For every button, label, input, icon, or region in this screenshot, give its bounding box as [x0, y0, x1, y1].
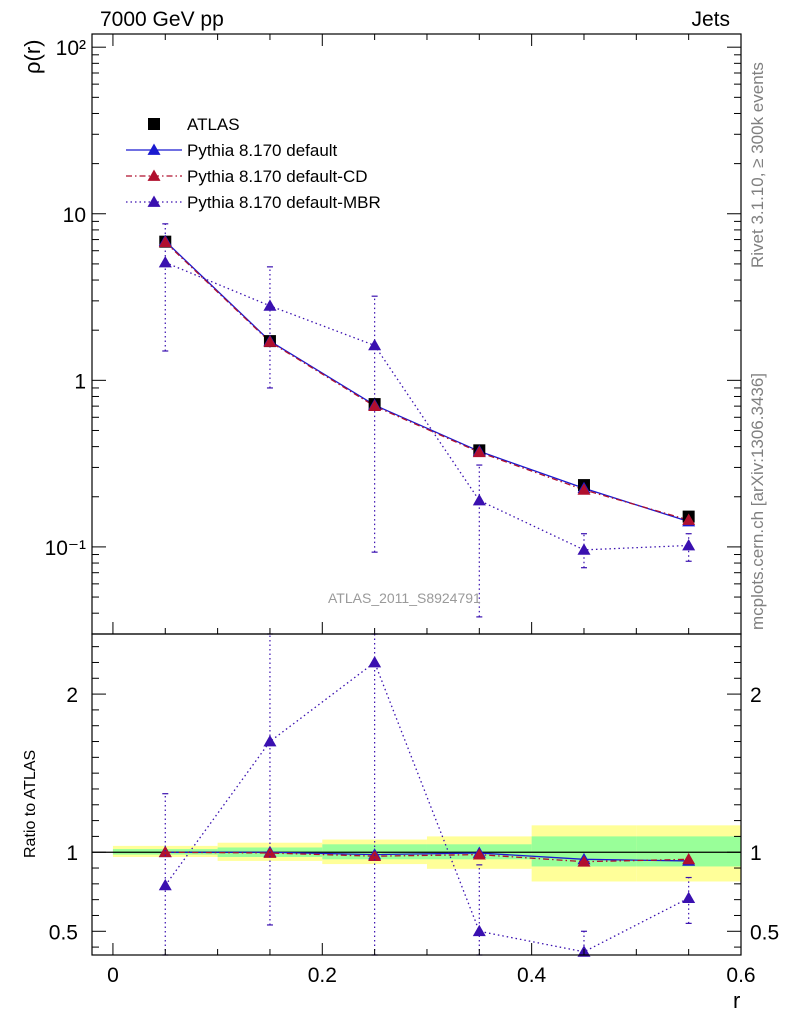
main-y-tick-label: 10⁻¹ [45, 537, 86, 560]
x-tick-label: 0.2 [308, 964, 337, 987]
ratio-series-line [165, 851, 689, 863]
energy-label: 7000 GeV pp [100, 8, 224, 31]
main-y-tick-label: 1 [74, 370, 86, 393]
main-series-line [164, 240, 689, 523]
main-y-tick-label: 10 [63, 204, 86, 227]
main-series-point [682, 538, 696, 551]
main-series-point [263, 299, 277, 311]
main-series-point [158, 235, 172, 248]
legend-label: Pythia 8.170 default [187, 141, 338, 160]
legend-marker [147, 195, 161, 207]
ratio-y-tick-label-left: 0.5 [49, 921, 78, 944]
main-series-point [263, 335, 277, 347]
main-series-point [472, 445, 486, 458]
ratio-series-point [472, 848, 486, 860]
legend-label: Pythia 8.170 default-CD [187, 167, 368, 186]
main-series-point [472, 493, 486, 506]
main-series-point [158, 255, 172, 268]
ratio-series-line [164, 661, 689, 953]
x-tick-label: 0 [107, 964, 119, 987]
rivet-side-label: Rivet 3.1.10, ≥ 300k events [748, 62, 767, 268]
main-series-line [164, 241, 689, 521]
ratio-y-tick-label-left: 2 [66, 684, 78, 707]
main-y-tick-label: 10² [56, 37, 86, 60]
ratio-series-point [682, 852, 696, 865]
legend-label: ATLAS [187, 115, 240, 134]
ratio-series-point [158, 878, 172, 891]
ratio-series-point [472, 924, 486, 937]
x-tick-label: 0.4 [517, 964, 547, 987]
process-label: Jets [691, 8, 730, 31]
ratio-series-point [577, 855, 591, 867]
main-series-point [682, 513, 696, 525]
main-series-point [577, 543, 591, 555]
ratio-series-point [682, 891, 696, 903]
ratio-y-tick-label-right: 0.5 [750, 921, 779, 944]
ratio-series-line [165, 851, 689, 862]
legend-label: Pythia 8.170 default-MBR [187, 193, 381, 212]
x-tick-label: 0.6 [726, 964, 755, 987]
main-y-axis-label: ρ(r) [20, 39, 45, 75]
main-series-line [165, 261, 689, 551]
ratio-y-axis-label: Ratio to ATLAS [22, 749, 39, 858]
main-series-point [577, 483, 591, 495]
main-series-point [368, 338, 382, 351]
main-series-point [368, 399, 382, 412]
ratio-y-tick-label-right: 2 [750, 684, 762, 707]
legend-marker-atlas [148, 118, 160, 130]
ratio-panel-frame [91, 633, 742, 956]
ratio-series-point [368, 655, 382, 668]
ratio-y-tick-label-right: 1 [750, 842, 762, 865]
ratio-y-tick-label-left: 1 [66, 842, 78, 865]
legend-marker [147, 143, 161, 155]
legend-marker [147, 169, 161, 181]
ratio-series-point [263, 735, 277, 747]
mcplots-side-label: mcplots.cern.ch [arXiv:1306.3436] [748, 372, 767, 630]
analysis-watermark: ATLAS_2011_S8924791 [328, 590, 481, 606]
x-axis-label: r [733, 988, 741, 1013]
